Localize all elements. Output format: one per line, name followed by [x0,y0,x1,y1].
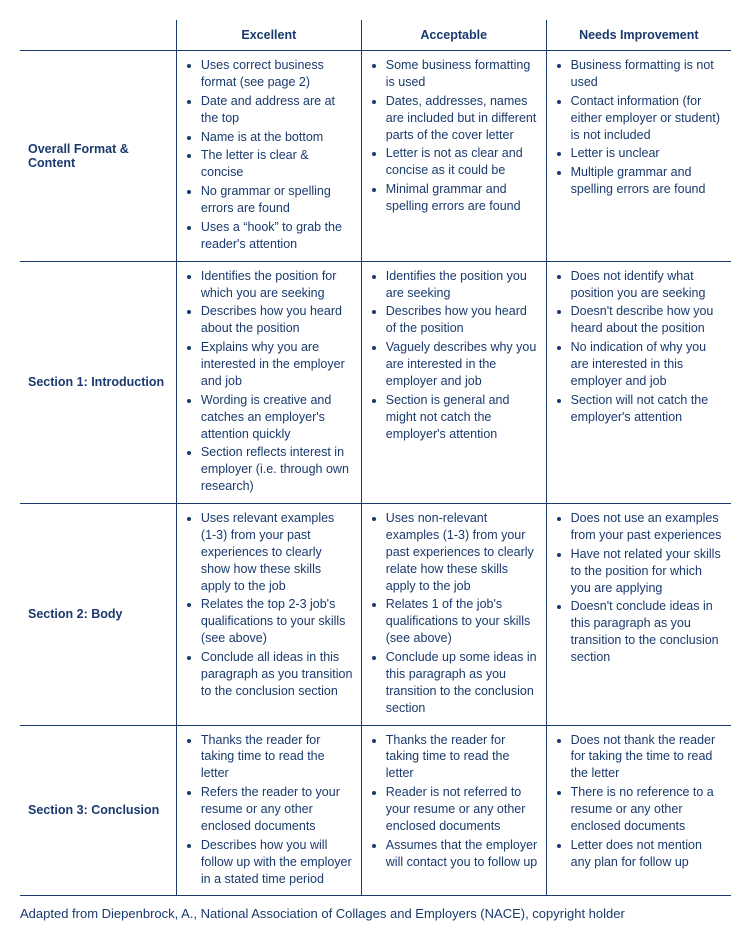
rubric-table: Excellent Acceptable Needs Improvement O… [20,20,731,896]
row-label: Section 3: Conclusion [20,725,176,896]
cell-excellent: Identifies the position for which you ar… [176,261,361,503]
list-item: Uses correct business format (see page 2… [201,57,353,91]
header-excellent: Excellent [176,20,361,51]
list-item: Name is at the bottom [201,129,353,146]
bullet-list: Uses correct business format (see page 2… [185,57,353,253]
list-item: Describes how you will follow up with th… [201,837,353,888]
table-row: Section 2: Body Uses relevant examples (1… [20,504,731,726]
list-item: Letter is unclear [571,145,723,162]
bullet-list: Does not identify what position you are … [555,268,723,426]
list-item: Section is general and might not catch t… [386,392,538,443]
cell-excellent: Thanks the reader for taking time to rea… [176,725,361,896]
list-item: Some business formatting is used [386,57,538,91]
bullet-list: Does not thank the reader for taking the… [555,732,723,871]
bullet-list: Business formatting is not usedContact i… [555,57,723,198]
list-item: Uses non-relevant examples (1-3) from yo… [386,510,538,594]
cell-acceptable: Some business formatting is usedDates, a… [361,51,546,262]
table-row: Section 1: Introduction Identifies the po… [20,261,731,503]
bullet-list: Does not use an examples from your past … [555,510,723,666]
cell-needs_improvement: Does not use an examples from your past … [546,504,731,726]
list-item: The letter is clear & concise [201,147,353,181]
list-item: Describes how you heard about the positi… [201,303,353,337]
bullet-list: Uses non-relevant examples (1-3) from yo… [370,510,538,717]
list-item: Business formatting is not used [571,57,723,91]
bullet-list: Thanks the reader for taking time to rea… [370,732,538,871]
footer-note: Adapted from Diepenbrock, A., National A… [20,906,731,921]
list-item: Describes how you heard of the position [386,303,538,337]
list-item: Reader is not referred to your resume or… [386,784,538,835]
cell-acceptable: Identifies the position you are seekingD… [361,261,546,503]
list-item: Assumes that the employer will contact y… [386,837,538,871]
list-item: Letter does not mention any plan for fol… [571,837,723,871]
list-item: Have not related your skills to the posi… [571,546,723,597]
list-item: There is no reference to a resume or any… [571,784,723,835]
list-item: Contact information (for either employer… [571,93,723,144]
list-item: Multiple grammar and spelling errors are… [571,164,723,198]
list-item: No grammar or spelling errors are found [201,183,353,217]
row-label: Overall Format & Content [20,51,176,262]
list-item: Doesn't describe how you heard about the… [571,303,723,337]
bullet-list: Some business formatting is usedDates, a… [370,57,538,215]
header-acceptable: Acceptable [361,20,546,51]
list-item: Doesn't conclude ideas in this paragraph… [571,598,723,666]
list-item: Explains why you are interested in the e… [201,339,353,390]
list-item: Minimal grammar and spelling errors are … [386,181,538,215]
list-item: Conclude all ideas in this paragraph as … [201,649,353,700]
list-item: Dates, addresses, names are included but… [386,93,538,144]
list-item: Conclude up some ideas in this paragraph… [386,649,538,717]
list-item: Vaguely describes why you are interested… [386,339,538,390]
cell-excellent: Uses relevant examples (1-3) from your p… [176,504,361,726]
list-item: Wording is creative and catches an emplo… [201,392,353,443]
list-item: Uses relevant examples (1-3) from your p… [201,510,353,594]
table-row: Overall Format & Content Uses correct bus… [20,51,731,262]
list-item: Does not use an examples from your past … [571,510,723,544]
list-item: Identifies the position you are seeking [386,268,538,302]
table-row: Section 3: ConclusionThanks the reader f… [20,725,731,896]
list-item: Relates 1 of the job's qualifications to… [386,596,538,647]
cell-acceptable: Thanks the reader for taking time to rea… [361,725,546,896]
bullet-list: Identifies the position for which you ar… [185,268,353,495]
cell-needs_improvement: Does not identify what position you are … [546,261,731,503]
list-item: Date and address are at the top [201,93,353,127]
header-row: Excellent Acceptable Needs Improvement [20,20,731,51]
cell-needs_improvement: Business formatting is not usedContact i… [546,51,731,262]
list-item: Section reflects interest in employer (i… [201,444,353,495]
rubric-body: Overall Format & Content Uses correct bus… [20,51,731,896]
bullet-list: Thanks the reader for taking time to rea… [185,732,353,888]
bullet-list: Uses relevant examples (1-3) from your p… [185,510,353,700]
header-needs-improvement: Needs Improvement [546,20,731,51]
cell-needs_improvement: Does not thank the reader for taking the… [546,725,731,896]
cell-excellent: Uses correct business format (see page 2… [176,51,361,262]
list-item: Relates the top 2-3 job's qualifications… [201,596,353,647]
list-item: Section will not catch the employer's at… [571,392,723,426]
row-label: Section 1: Introduction [20,261,176,503]
list-item: Refers the reader to your resume or any … [201,784,353,835]
list-item: Uses a “hook” to grab the reader's atten… [201,219,353,253]
list-item: Does not identify what position you are … [571,268,723,302]
cell-acceptable: Uses non-relevant examples (1-3) from yo… [361,504,546,726]
list-item: Letter is not as clear and concise as it… [386,145,538,179]
list-item: Identifies the position for which you ar… [201,268,353,302]
list-item: No indication of why you are interested … [571,339,723,390]
row-label: Section 2: Body [20,504,176,726]
header-blank [20,20,176,51]
bullet-list: Identifies the position you are seekingD… [370,268,538,443]
